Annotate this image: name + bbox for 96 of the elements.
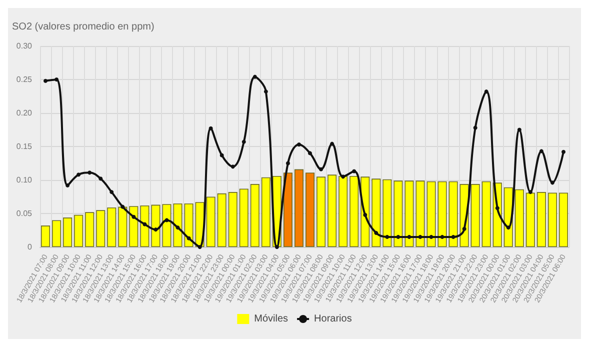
point	[429, 234, 434, 239]
point	[286, 161, 290, 166]
point	[473, 126, 478, 130]
bar	[372, 178, 381, 247]
point	[142, 222, 147, 226]
bar	[74, 214, 84, 247]
bar	[151, 204, 160, 247]
bar	[184, 203, 194, 247]
point	[418, 234, 422, 239]
point	[242, 140, 246, 144]
point	[98, 176, 103, 181]
bar	[416, 180, 425, 247]
point	[54, 78, 59, 82]
point	[451, 234, 456, 239]
bar	[294, 169, 304, 247]
bar	[129, 206, 138, 247]
legend-label: Móviles	[254, 314, 288, 324]
point	[308, 151, 312, 156]
y-tick-label: 0.05	[16, 209, 33, 218]
point	[506, 226, 510, 230]
bar	[394, 180, 403, 247]
bar	[328, 174, 337, 247]
bar	[239, 188, 248, 247]
point	[550, 180, 554, 185]
bar	[536, 192, 546, 247]
point	[198, 245, 202, 249]
point	[154, 228, 158, 232]
y-axis-title: SO2 (valores promedio en ppm)	[12, 22, 154, 32]
bar	[85, 212, 94, 247]
bar	[338, 176, 348, 247]
point	[164, 218, 169, 222]
bar	[514, 189, 524, 247]
point	[230, 164, 235, 169]
point	[120, 204, 125, 209]
point	[407, 234, 412, 239]
bar	[558, 192, 568, 247]
point	[352, 169, 356, 174]
bar	[261, 177, 270, 247]
y-tick-label: 0.25	[16, 75, 33, 84]
point	[528, 190, 532, 194]
point	[296, 142, 301, 146]
bar	[448, 181, 458, 247]
point	[517, 128, 522, 132]
bar	[548, 192, 557, 247]
point	[385, 234, 390, 239]
bar	[482, 181, 491, 247]
point	[484, 90, 488, 94]
point	[396, 234, 400, 239]
bar	[52, 220, 62, 247]
y-tick-label: 0.10	[16, 176, 33, 184]
bar	[140, 205, 150, 247]
bar	[305, 172, 315, 247]
point	[363, 212, 368, 217]
point	[132, 214, 136, 219]
bar	[217, 193, 226, 247]
point	[88, 170, 92, 175]
bar	[40, 226, 50, 247]
y-tick-label: 0	[28, 242, 33, 252]
point	[341, 174, 346, 179]
point	[66, 183, 70, 188]
bar	[63, 218, 72, 247]
bar	[382, 179, 392, 247]
bar	[206, 196, 216, 247]
bar	[350, 176, 359, 247]
point	[208, 126, 213, 130]
point	[176, 226, 180, 230]
point	[539, 149, 544, 154]
bar	[228, 192, 238, 247]
bar	[96, 210, 106, 247]
bar	[404, 180, 414, 247]
point	[44, 78, 48, 83]
point	[274, 245, 279, 249]
bar	[283, 172, 292, 247]
point	[76, 172, 81, 177]
bar	[250, 184, 260, 247]
point	[264, 90, 268, 94]
point	[495, 206, 500, 210]
y-tick-label: 0.30	[16, 42, 33, 50]
y-tick-label: 0.15	[16, 142, 33, 151]
bar	[526, 192, 535, 247]
point	[462, 226, 466, 231]
y-tick-label: 0.20	[16, 108, 33, 118]
legend-label: Horarios	[314, 314, 352, 324]
bar	[470, 184, 480, 247]
bar	[118, 206, 128, 247]
point	[186, 236, 191, 240]
bar	[107, 207, 116, 247]
point	[561, 150, 566, 154]
point	[440, 234, 444, 239]
point	[252, 74, 257, 79]
point	[330, 142, 334, 146]
point	[110, 190, 114, 194]
point	[220, 153, 224, 158]
bar	[316, 176, 326, 247]
point	[374, 230, 378, 235]
point	[319, 167, 324, 172]
